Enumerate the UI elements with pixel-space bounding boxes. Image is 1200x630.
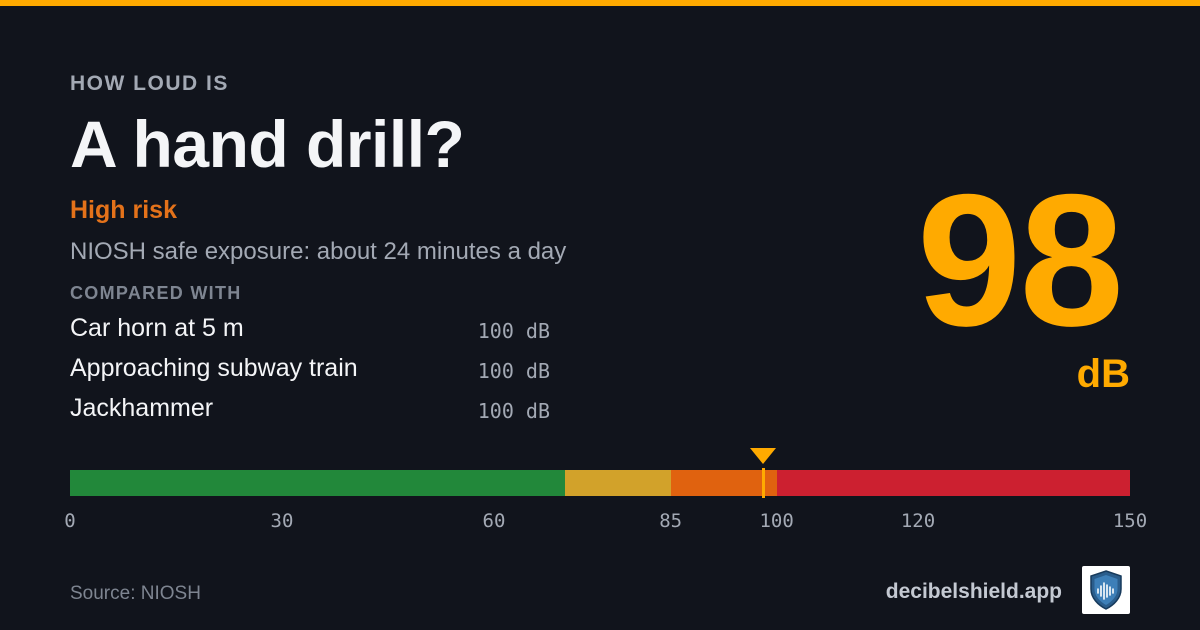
safe-exposure-text: NIOSH safe exposure: about 24 minutes a …	[70, 238, 567, 265]
scale-segment	[670, 470, 777, 496]
scale-tick-label: 85	[659, 510, 683, 532]
risk-level: High risk	[70, 196, 177, 224]
eyebrow-label: HOW LOUD IS	[70, 72, 229, 95]
comparison-value: 100 dB	[477, 319, 550, 343]
decibel-reading: 98	[916, 155, 1124, 365]
comparison-row: Approaching subway train 100 dB	[70, 354, 550, 386]
scale-tick-label: 120	[900, 510, 936, 532]
scale-tick-label: 0	[64, 510, 76, 532]
comparison-row: Jackhammer 100 dB	[70, 394, 550, 426]
compared-with-heading: COMPARED WITH	[70, 283, 242, 303]
level-marker-triangle-icon	[749, 448, 776, 464]
top-accent-bar	[0, 0, 1200, 6]
comparison-row: Car horn at 5 m 100 dB	[70, 314, 550, 346]
scale-segment	[776, 470, 1130, 496]
level-marker-line	[761, 468, 765, 498]
source-credit: Source: NIOSH	[70, 583, 201, 604]
decibel-unit: dB	[1076, 352, 1130, 396]
scale-tick-label: 150	[1112, 510, 1148, 532]
comparison-value: 100 dB	[477, 399, 550, 423]
scale-segment	[564, 470, 671, 496]
page-title: A hand drill?	[70, 107, 465, 181]
scale-tick-label: 30	[270, 510, 294, 532]
comparison-name: Jackhammer	[70, 394, 214, 422]
scale-segment	[70, 470, 565, 496]
loudness-scale-bar	[70, 448, 1130, 498]
brand-link[interactable]: decibelshield.app	[885, 580, 1062, 603]
comparison-name: Car horn at 5 m	[70, 314, 244, 342]
scale-tick-label: 100	[759, 510, 794, 532]
shield-soundwave-icon	[1082, 566, 1130, 614]
scale-tick-label: 60	[482, 510, 506, 532]
comparison-value: 100 dB	[477, 359, 550, 383]
comparison-name: Approaching subway train	[70, 354, 358, 382]
